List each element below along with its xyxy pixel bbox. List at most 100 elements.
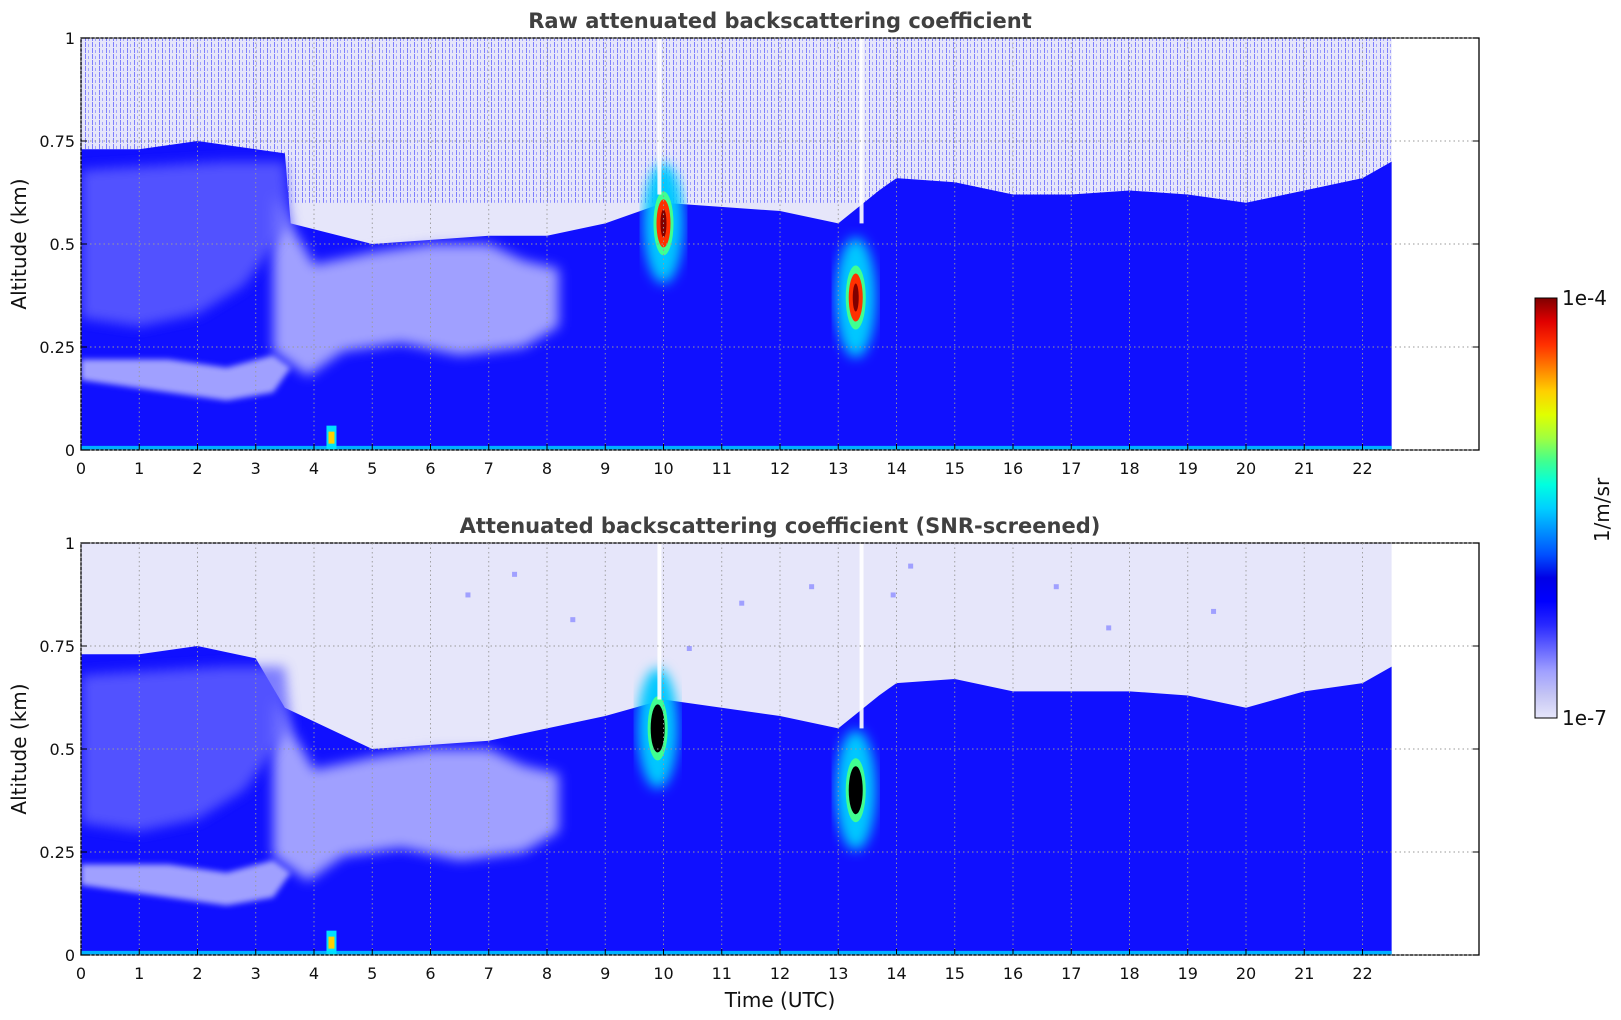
noise-speck: [570, 617, 576, 623]
heatmap-noise: [81, 38, 1392, 203]
panel-raw-backscatter: Raw attenuated backscattering coefficien…: [7, 9, 1480, 478]
x-tick-label: 6: [425, 964, 435, 983]
x-tick-label: 21: [1294, 459, 1314, 478]
heatmap-area-snr: [81, 543, 1392, 955]
x-tick-label: 13: [828, 964, 848, 983]
y-tick-label: 0.25: [39, 338, 75, 357]
x-tick-label: 21: [1294, 964, 1314, 983]
x-tick-label: 9: [600, 459, 610, 478]
cloud-core: [650, 704, 665, 753]
x-tick-label: 20: [1236, 964, 1256, 983]
x-tick-label: 19: [1178, 964, 1198, 983]
hotspot-core: [328, 936, 335, 949]
x-tick-label: 6: [425, 459, 435, 478]
x-tick-label: 0: [76, 459, 86, 478]
x-tick-label: 10: [653, 459, 673, 478]
noise-speck: [512, 571, 518, 577]
x-tick-label: 11: [712, 459, 732, 478]
x-tick-label: 8: [542, 964, 552, 983]
x-tick-label: 16: [1003, 459, 1023, 478]
x-tick-label: 22: [1352, 459, 1372, 478]
chart-title-raw: Raw attenuated backscattering coefficien…: [528, 9, 1032, 33]
x-tick-label: 7: [484, 459, 494, 478]
aerosol-layer: [81, 141, 1392, 450]
colorbar-min-label: 1e-7: [1562, 706, 1607, 730]
colorbar-gradient: [1534, 297, 1558, 719]
x-tick-label: 19: [1178, 459, 1198, 478]
x-tick-label: 18: [1119, 964, 1139, 983]
noise-speck: [809, 584, 815, 590]
y-tick-label: 0: [65, 441, 75, 460]
y-tick-label: 0.5: [50, 740, 75, 759]
x-tick-label: 9: [600, 964, 610, 983]
noise-speck: [739, 600, 745, 606]
x-tick-label: 8: [542, 459, 552, 478]
x-tick-label: 15: [945, 964, 965, 983]
x-tick-label: 5: [367, 459, 377, 478]
x-tick-label: 18: [1119, 459, 1139, 478]
grid-snr: [80, 542, 1479, 956]
noise-speck: [908, 563, 914, 569]
x-tick-label: 7: [484, 964, 494, 983]
x-tick-labels-snr: 0 1 2 3 4 5 6 7 8 9 10 11 12 13 14 15 16 17 18 19 20 21 22: [76, 964, 1373, 983]
x-tick-label: 12: [770, 459, 790, 478]
x-tick-label: 1: [134, 964, 144, 983]
cloud-core: [848, 766, 863, 815]
x-tick-label: 0: [76, 964, 86, 983]
x-tick-label: 10: [653, 964, 673, 983]
colorbar-max-label: 1e-4: [1562, 286, 1607, 310]
x-tick-label: 17: [1061, 964, 1081, 983]
x-tick-label: 11: [712, 964, 732, 983]
y-tick-label: 0.5: [50, 235, 75, 254]
chart-title-snr: Attenuated backscattering coefficient (S…: [460, 514, 1101, 538]
x-tick-label: 13: [828, 459, 848, 478]
y-axis-label-raw: Altitude (km): [7, 178, 31, 309]
y-axis-label-snr: Altitude (km): [7, 683, 31, 814]
y-tick-label: 0.25: [39, 843, 75, 862]
x-tick-label: 4: [309, 964, 319, 983]
y-tick-label: 0.75: [39, 637, 75, 656]
data-gap: [859, 543, 864, 729]
x-tick-label: 1: [134, 459, 144, 478]
y-tick-labels-raw: 0 0.25 0.5 0.75 1: [39, 29, 75, 460]
x-tick-labels-raw: 0 1 2 3 4 5 6 7 8 9 10 11 12 13 14 15 16 17 18 19 20 21 22: [76, 459, 1373, 478]
noise-speck: [686, 646, 692, 651]
y-tick-label: 1: [65, 29, 75, 48]
aerosol-layer: [81, 646, 1392, 955]
y-tick-labels-snr: 0 0.25 0.5 0.75 1: [39, 534, 75, 965]
noise-speck: [890, 592, 896, 598]
x-tick-label: 12: [770, 964, 790, 983]
data-gap: [657, 543, 662, 700]
grid-raw: [80, 37, 1479, 451]
y-tick-label: 1: [65, 534, 75, 553]
heatmap-area-raw: [81, 38, 1392, 450]
residual-layer: [273, 194, 559, 376]
noise-speck: [465, 592, 471, 598]
colorbar-unit-label: 1/m/sr: [1590, 477, 1614, 542]
x-tick-label: 5: [367, 964, 377, 983]
y-tick-label: 0: [65, 946, 75, 965]
noise-speck: [1106, 625, 1112, 631]
x-tick-label: 14: [886, 964, 906, 983]
x-tick-label: 2: [192, 459, 202, 478]
panel-snr-screened: Attenuated backscattering coefficient (S…: [7, 514, 1480, 1012]
residual-layer: [273, 699, 559, 881]
data-gap: [657, 38, 662, 195]
x-tick-label: 15: [945, 459, 965, 478]
surface-strip: [81, 445, 1392, 450]
data-gap: [859, 38, 864, 224]
colorbar: 1e-4 1e-7 1/m/sr: [1534, 286, 1614, 730]
x-tick-label: 3: [251, 459, 261, 478]
x-tick-label: 4: [309, 459, 319, 478]
x-tick-label: 17: [1061, 459, 1081, 478]
x-tick-label: 22: [1352, 964, 1372, 983]
x-tick-label: 2: [192, 964, 202, 983]
hotspot-core: [328, 431, 335, 444]
x-tick-label: 3: [251, 964, 261, 983]
cloud-peak: [852, 283, 859, 312]
lower-band: [81, 860, 291, 906]
surface-strip: [81, 950, 1392, 955]
x-tick-label: 16: [1003, 964, 1023, 983]
noise-speck: [1053, 584, 1059, 590]
